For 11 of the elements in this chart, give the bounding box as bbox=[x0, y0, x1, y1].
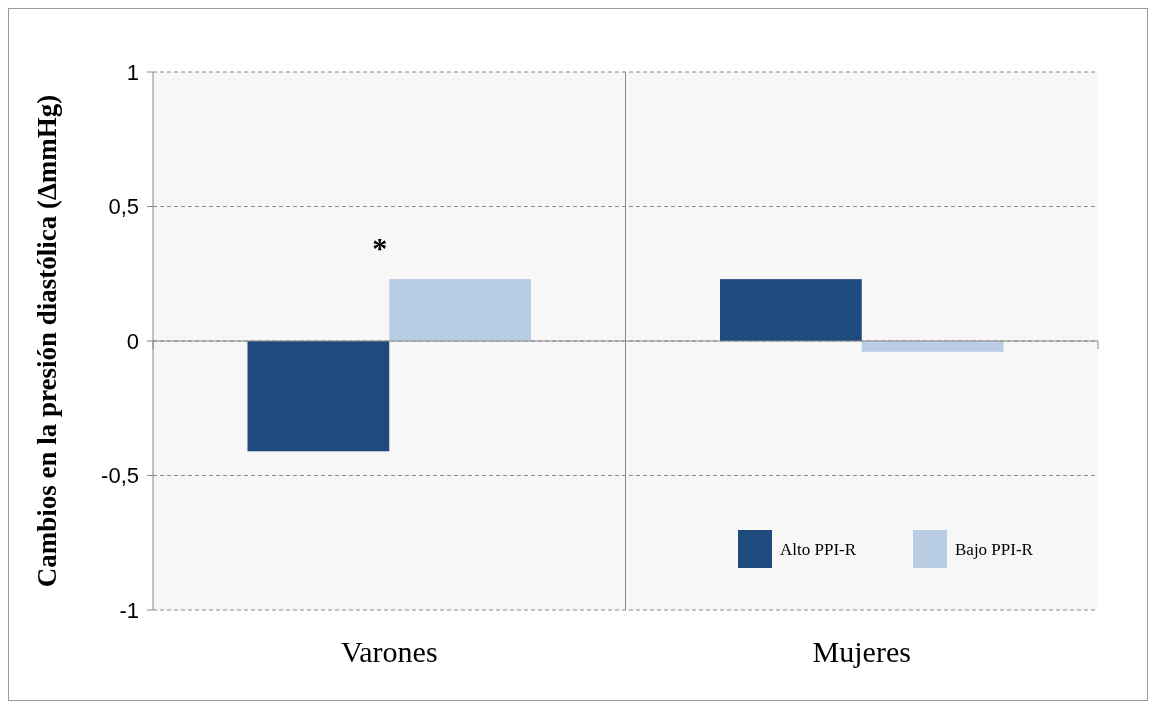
y-axis-title: Cambios en la presión diastólica (ΔmmHg) bbox=[32, 94, 62, 588]
legend-label: Bajo PPI-R bbox=[955, 539, 1034, 559]
annotation: * bbox=[372, 231, 388, 264]
y-tick-label: -0,5 bbox=[101, 463, 139, 489]
legend-label: Alto PPI-R bbox=[780, 539, 857, 559]
x-tick-label: Mujeres bbox=[812, 635, 911, 668]
y-tick-label: 1 bbox=[126, 59, 139, 85]
y-tick-label: 0 bbox=[126, 328, 139, 354]
y-tick-label: -1 bbox=[119, 597, 139, 623]
x-tick-label: Varones bbox=[340, 635, 438, 668]
y-tick-label: 0,5 bbox=[108, 194, 139, 220]
